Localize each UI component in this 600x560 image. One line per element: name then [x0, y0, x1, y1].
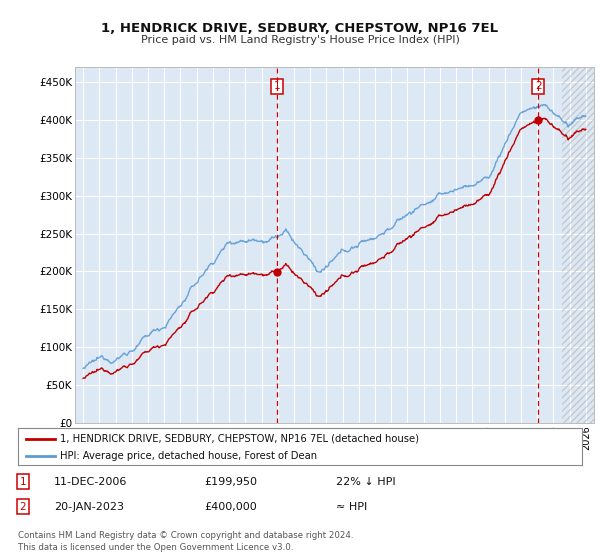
Text: Price paid vs. HM Land Registry's House Price Index (HPI): Price paid vs. HM Land Registry's House … [140, 35, 460, 45]
Text: ≈ HPI: ≈ HPI [336, 502, 367, 512]
Text: 20-JAN-2023: 20-JAN-2023 [54, 502, 124, 512]
Text: 1, HENDRICK DRIVE, SEDBURY, CHEPSTOW, NP16 7EL (detached house): 1, HENDRICK DRIVE, SEDBURY, CHEPSTOW, NP… [60, 433, 419, 444]
Text: £400,000: £400,000 [204, 502, 257, 512]
Text: 11-DEC-2006: 11-DEC-2006 [54, 477, 127, 487]
Text: 2: 2 [19, 502, 26, 512]
Bar [562, 67, 594, 423]
Text: 22% ↓ HPI: 22% ↓ HPI [336, 477, 395, 487]
Text: 1: 1 [274, 81, 280, 91]
Bar [562, 67, 594, 423]
Text: 2: 2 [535, 81, 542, 91]
Text: HPI: Average price, detached house, Forest of Dean: HPI: Average price, detached house, Fore… [60, 451, 317, 461]
Text: 1, HENDRICK DRIVE, SEDBURY, CHEPSTOW, NP16 7EL: 1, HENDRICK DRIVE, SEDBURY, CHEPSTOW, NP… [101, 22, 499, 35]
Text: Contains HM Land Registry data © Crown copyright and database right 2024.
This d: Contains HM Land Registry data © Crown c… [18, 531, 353, 552]
Text: £199,950: £199,950 [204, 477, 257, 487]
Text: 1: 1 [19, 477, 26, 487]
